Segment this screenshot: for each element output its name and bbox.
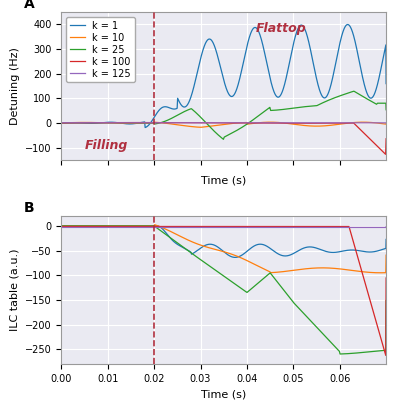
k = 25 [326, 98, 331, 102]
Legend: k = 1, k = 10, k = 25, k = 100, k = 125: k = 1, k = 10, k = 25, k = 100, k = 125 [66, 17, 135, 82]
X-axis label: Time (s): Time (s) [201, 389, 246, 399]
Line: k = 25: k = 25 [61, 91, 386, 139]
k = 125 [206, 120, 210, 125]
k = 1 [180, 104, 185, 108]
k = 25 [221, 137, 226, 142]
k = 100 [136, 120, 141, 125]
k = 125 [59, 120, 64, 125]
Y-axis label: Detuning (Hz): Detuning (Hz) [10, 47, 20, 125]
k = 1 [315, 79, 320, 84]
k = 125 [382, 120, 386, 125]
k = 10 [206, 124, 210, 129]
Line: k = 1: k = 1 [61, 24, 386, 128]
k = 10 [180, 123, 185, 128]
Text: Flattop: Flattop [256, 22, 307, 35]
k = 10 [198, 125, 203, 130]
Line: k = 100: k = 100 [61, 122, 386, 154]
k = 10 [382, 122, 386, 126]
k = 25 [180, 110, 185, 115]
k = 25 [255, 114, 260, 119]
k = 1 [382, 51, 386, 56]
k = 1 [384, 81, 388, 86]
k = 100 [180, 120, 185, 125]
k = 25 [384, 107, 388, 112]
k = 10 [384, 121, 388, 126]
k = 10 [255, 120, 260, 125]
k = 100 [315, 121, 320, 126]
k = 125 [326, 120, 331, 125]
k = 25 [59, 120, 64, 125]
k = 100 [206, 120, 210, 125]
k = 125 [255, 120, 260, 125]
k = 1 [345, 22, 350, 27]
k = 10 [59, 120, 64, 125]
k = 100 [326, 121, 331, 126]
k = 10 [315, 124, 320, 128]
Line: k = 10: k = 10 [61, 122, 386, 127]
k = 100 [383, 152, 388, 157]
k = 1 [206, 37, 210, 42]
k = 100 [255, 121, 260, 126]
k = 25 [315, 103, 320, 108]
k = 10 [326, 123, 331, 128]
Text: Filling: Filling [85, 139, 128, 152]
Text: B: B [24, 201, 35, 215]
k = 125 [180, 120, 185, 125]
Y-axis label: ILC table (a.u.): ILC table (a.u.) [10, 249, 19, 331]
X-axis label: Time (s): Time (s) [201, 175, 246, 185]
k = 25 [351, 89, 356, 94]
k = 25 [382, 101, 386, 106]
k = 125 [315, 120, 320, 125]
k = 1 [255, 28, 260, 32]
k = 1 [326, 90, 331, 95]
k = 10 [268, 120, 272, 124]
k = 100 [382, 150, 386, 155]
k = 1 [143, 125, 148, 130]
k = 125 [59, 120, 64, 125]
k = 125 [384, 120, 388, 125]
k = 100 [384, 136, 388, 141]
Text: A: A [24, 0, 35, 10]
k = 25 [206, 122, 210, 127]
k = 1 [59, 120, 64, 125]
k = 100 [59, 120, 64, 125]
